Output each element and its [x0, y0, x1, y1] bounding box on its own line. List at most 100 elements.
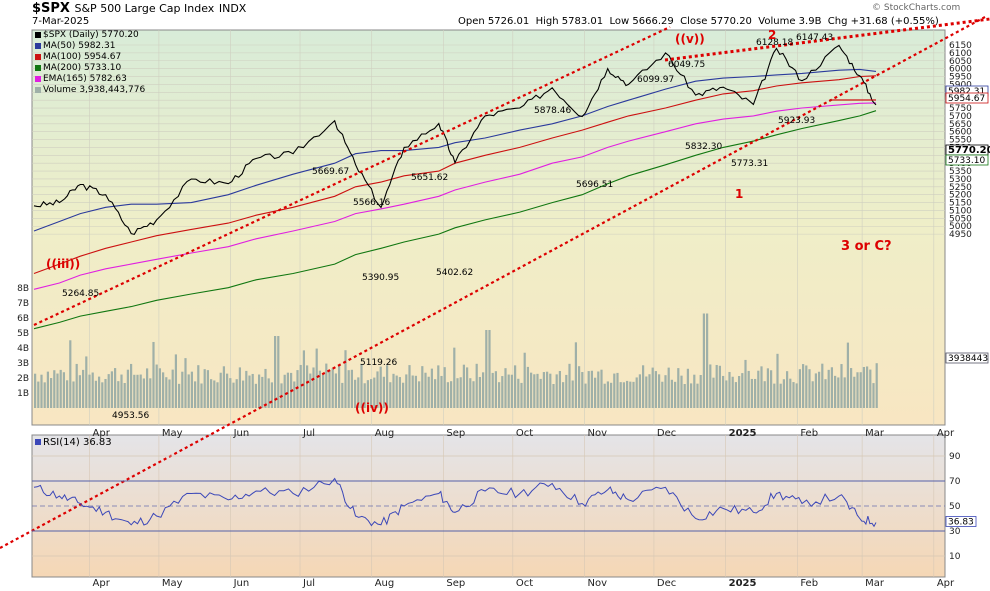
volume-bar [254, 383, 257, 408]
rsi-x-tick-label: Nov [588, 578, 608, 589]
change-value: +31.68 (+0.55%) [850, 16, 939, 27]
volume-bar [622, 382, 625, 408]
rsi-tick-label: 70 [949, 477, 961, 487]
x-tick-label: Aug [375, 428, 395, 439]
volume-bar [283, 374, 286, 408]
volume-bar [373, 377, 376, 408]
volume-bar [440, 375, 443, 408]
price-tick-label: 5000 [949, 222, 972, 232]
price-tick-label: 6050 [949, 57, 972, 67]
volume-bar [216, 382, 219, 408]
volume-bar [530, 372, 533, 408]
volume-bar [696, 383, 699, 408]
price-annotation: 5566.16 [353, 198, 390, 208]
volume-bar [510, 374, 513, 408]
volume-bar [120, 374, 123, 408]
price-tick-label: 6100 [949, 49, 972, 59]
volume-bar [856, 372, 859, 408]
rsi-x-tick-label: Aug [375, 578, 395, 589]
volume-bar [264, 368, 267, 408]
volume-bar [504, 368, 507, 408]
rsi-x-tick-label: May [162, 578, 183, 589]
volume-bar [610, 382, 613, 408]
volume-bar [59, 369, 62, 408]
volume-bar [347, 370, 350, 408]
volume-bar [757, 370, 760, 408]
volume-bar [414, 375, 417, 408]
price-tick-label: 5550 [949, 136, 972, 146]
rsi-x-tick-label: Feb [800, 578, 818, 589]
volume-bar [869, 369, 872, 408]
price-tick-label: 5350 [949, 167, 972, 177]
volume-bar [494, 371, 497, 408]
lower-trend-line [0, 16, 986, 549]
volume-bar [235, 379, 238, 408]
price-tick-label: 6000 [949, 65, 972, 75]
volume-bar [827, 369, 830, 408]
volume-bar [267, 378, 270, 408]
volume-bar [46, 371, 49, 408]
low-value: 5666.29 [632, 16, 674, 27]
price-annotation: 5119.26 [360, 358, 397, 368]
price-tick-label: 5050 [949, 214, 972, 224]
volume-bar [619, 382, 622, 408]
volume-bar [651, 367, 654, 408]
volume-bar [82, 369, 85, 408]
volume-bar [789, 378, 792, 408]
volume-bar [718, 365, 721, 408]
volume-bar [350, 369, 353, 408]
x-tick-label: Jul [302, 428, 315, 439]
volume-bar [139, 374, 142, 408]
rsi-x-tick-label: Apr [937, 578, 955, 589]
volume-bar [104, 378, 107, 408]
x-tick-label: Sep [446, 428, 465, 439]
price-annotation: 5832.30 [685, 142, 722, 152]
volume-bar [795, 383, 798, 408]
price-annotation: 5402.62 [436, 268, 473, 278]
price-tick-label: 5250 [949, 183, 972, 193]
volume-bar [306, 365, 309, 408]
volume-bar [62, 372, 65, 408]
value-box [945, 92, 989, 104]
volume-bar [446, 382, 449, 408]
price-annotation: 6128.18 [756, 38, 793, 48]
volume-bar [229, 378, 232, 408]
volume-bar [34, 373, 37, 408]
volume-bar [450, 381, 453, 408]
volume-bar [66, 380, 69, 408]
rsi-tick-label: 10 [949, 552, 961, 562]
volume-bar [728, 371, 731, 408]
volume-bar [536, 373, 539, 408]
volume-bar [107, 374, 110, 408]
volume-bar [578, 366, 581, 408]
volume-bar [507, 374, 510, 408]
volume-bar [50, 378, 53, 408]
close-value: 5770.20 [710, 16, 752, 27]
volume-bar [712, 377, 715, 408]
price-tick-label: 5200 [949, 191, 972, 201]
volume-bar [293, 381, 296, 408]
x-tick-label: Apr [937, 428, 955, 439]
volume-bar [661, 381, 664, 408]
volume-bar [830, 367, 833, 408]
volume-bar [798, 369, 801, 408]
volume-bar [613, 373, 616, 408]
volume-bar [715, 364, 718, 408]
volume-bar [149, 378, 152, 408]
x-tick-label: Apr [93, 428, 111, 439]
volume-bar [357, 377, 360, 408]
volume-bar [194, 381, 197, 408]
volume-bar [738, 376, 741, 408]
volume-bar [72, 381, 75, 408]
volume-bar [398, 377, 401, 408]
volume-bar [776, 353, 779, 408]
volume-bar [203, 369, 206, 408]
volume-bar [171, 369, 174, 408]
volume-bar [472, 381, 475, 408]
volume-bar [642, 365, 645, 408]
legend-swatch [35, 31, 41, 38]
ma200-line [33, 110, 877, 330]
volume-bar [875, 363, 878, 408]
volume-bar [184, 358, 187, 408]
ma50-line [33, 68, 877, 232]
